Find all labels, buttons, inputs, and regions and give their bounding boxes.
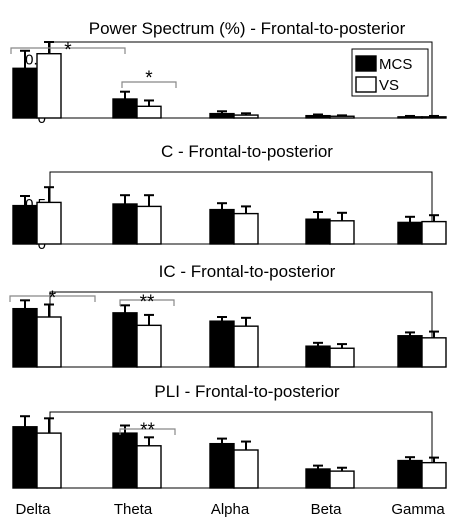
significance-marker: ** xyxy=(140,292,155,313)
bar-vs-gamma xyxy=(421,220,447,245)
significance-marker: * xyxy=(145,68,153,89)
bar-mcs-beta xyxy=(305,345,331,368)
panel-title: IC - Frontal-to-posterior xyxy=(159,262,336,281)
bar-vs-gamma xyxy=(421,116,447,119)
x-tick-label-alpha: Alpha xyxy=(211,501,250,518)
significance-marker: ** xyxy=(140,420,155,441)
bar-vs-theta xyxy=(136,324,162,368)
bar-mcs-theta xyxy=(112,432,138,489)
significance-bracket xyxy=(121,81,177,88)
bar-mcs-gamma xyxy=(397,221,423,245)
bar-vs-alpha xyxy=(233,325,259,368)
legend: MCS VS xyxy=(351,48,429,97)
bar-mcs-gamma xyxy=(397,116,423,119)
bar-vs-delta xyxy=(36,316,62,368)
panel-1: Power Spectrum (%) - Frontal-to-posterio… xyxy=(10,19,447,127)
bar-vs-theta xyxy=(136,205,162,245)
panel-4: PLI - Frontal-to-posterior0.1**DeltaThet… xyxy=(12,382,447,518)
bar-vs-gamma xyxy=(421,461,447,489)
bar-vs-theta xyxy=(136,105,162,119)
bar-vs-beta xyxy=(329,470,355,489)
x-tick-label-beta: Beta xyxy=(311,501,343,518)
significance-bracket xyxy=(119,299,175,306)
bar-mcs-alpha xyxy=(209,442,235,489)
panel-title: C - Frontal-to-posterior xyxy=(161,142,333,161)
bar-mcs-delta xyxy=(12,307,38,368)
bar-vs-alpha xyxy=(233,449,259,489)
x-tick-label-gamma: Gamma xyxy=(391,501,445,518)
bar-mcs-theta xyxy=(112,98,138,119)
bar-mcs-theta xyxy=(112,203,138,245)
legend-swatch-mcs xyxy=(355,55,377,72)
bar-vs-beta xyxy=(329,347,355,368)
bar-vs-delta xyxy=(36,201,62,245)
significance-bracket xyxy=(119,428,176,435)
bar-mcs-gamma xyxy=(397,459,423,489)
significance-marker: * xyxy=(49,288,57,309)
significance-bracket xyxy=(9,295,96,302)
bar-vs-beta xyxy=(329,115,355,119)
bar-mcs-beta xyxy=(305,114,331,119)
bar-vs-alpha xyxy=(233,212,259,245)
x-tick-label-theta: Theta xyxy=(114,501,153,518)
bar-vs-alpha xyxy=(233,114,259,119)
legend-swatch-vs xyxy=(355,76,377,93)
bar-vs-theta xyxy=(136,445,162,489)
bar-vs-delta xyxy=(36,432,62,489)
bar-vs-delta xyxy=(36,52,62,119)
bar-mcs-alpha xyxy=(209,112,235,119)
bar-mcs-delta xyxy=(12,204,38,245)
bar-mcs-theta xyxy=(112,312,138,368)
bar-mcs-alpha xyxy=(209,320,235,368)
bar-mcs-delta xyxy=(12,67,38,119)
legend-label-mcs: MCS xyxy=(379,56,412,73)
panel-title: PLI - Frontal-to-posterior xyxy=(154,382,340,401)
bar-vs-gamma xyxy=(421,337,447,368)
panel-title: Power Spectrum (%) - Frontal-to-posterio… xyxy=(89,19,406,38)
significance-bracket xyxy=(10,47,126,54)
bar-mcs-beta xyxy=(305,468,331,489)
significance-marker: * xyxy=(64,40,72,61)
bar-mcs-delta xyxy=(12,426,38,489)
legend-label-vs: VS xyxy=(379,77,399,94)
bar-vs-beta xyxy=(329,220,355,245)
panel-2: C - Frontal-to-posterior00.5 xyxy=(12,142,447,253)
bar-mcs-alpha xyxy=(209,208,235,245)
bar-mcs-gamma xyxy=(397,335,423,368)
bar-mcs-beta xyxy=(305,218,331,245)
x-tick-label-delta: Delta xyxy=(15,501,51,518)
